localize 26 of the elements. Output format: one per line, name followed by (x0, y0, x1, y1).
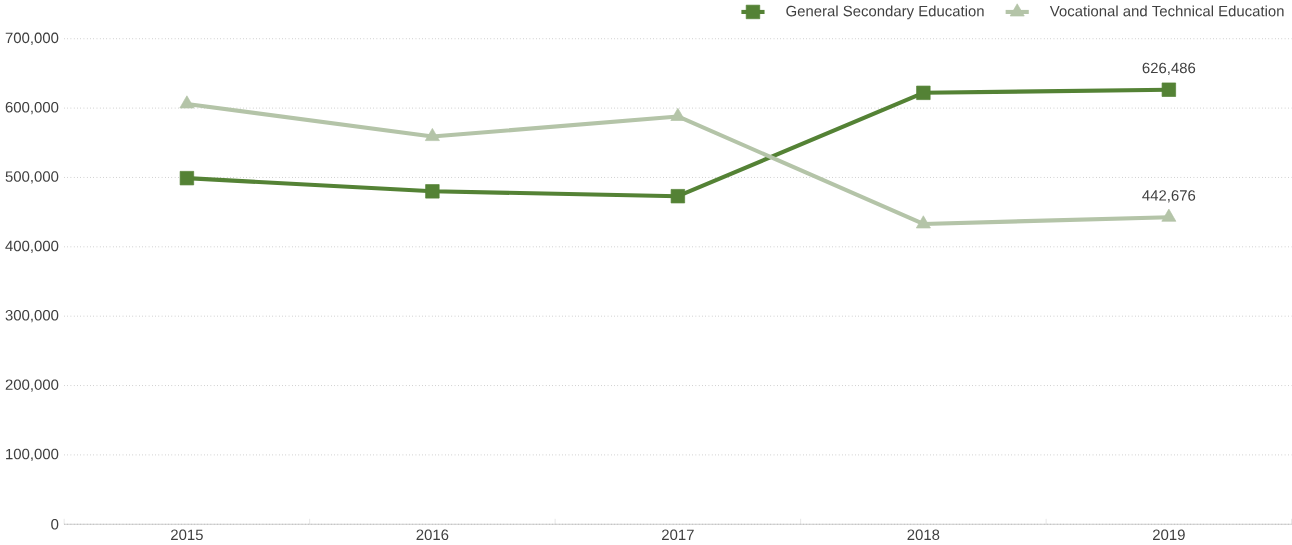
x-tick-label: 2018 (907, 529, 940, 541)
point (670, 189, 685, 204)
legend-label: General Secondary Education (786, 5, 984, 20)
point (1161, 82, 1176, 97)
point (179, 171, 195, 186)
y-tick-label: 100,000 (6, 448, 59, 462)
legend-label: Vocational and Technical Education (1049, 5, 1284, 17)
point (915, 215, 931, 229)
point (916, 85, 931, 100)
y-tick-label: 400,000 (5, 240, 59, 253)
x-tick-label: 2019 (1153, 529, 1185, 541)
y-tick-label: 200,000 (5, 379, 59, 392)
x-tick-label: 2016 (416, 529, 449, 541)
data-label: 626,486 (1142, 62, 1196, 75)
y-tick-label: 600,000 (5, 101, 59, 115)
point (425, 184, 440, 199)
data-label: 442,676 (1142, 190, 1196, 203)
y-tick-label: 700,000 (5, 32, 59, 45)
point (179, 95, 195, 109)
y-tick-label: 0 (51, 518, 59, 530)
x-tick-label: 2017 (662, 529, 694, 541)
point (1161, 208, 1177, 222)
point (425, 128, 440, 141)
y-tick-label: 300,000 (5, 310, 59, 323)
x-tick-label: 2015 (171, 529, 203, 541)
y-tick-label: 500,000 (5, 171, 59, 184)
